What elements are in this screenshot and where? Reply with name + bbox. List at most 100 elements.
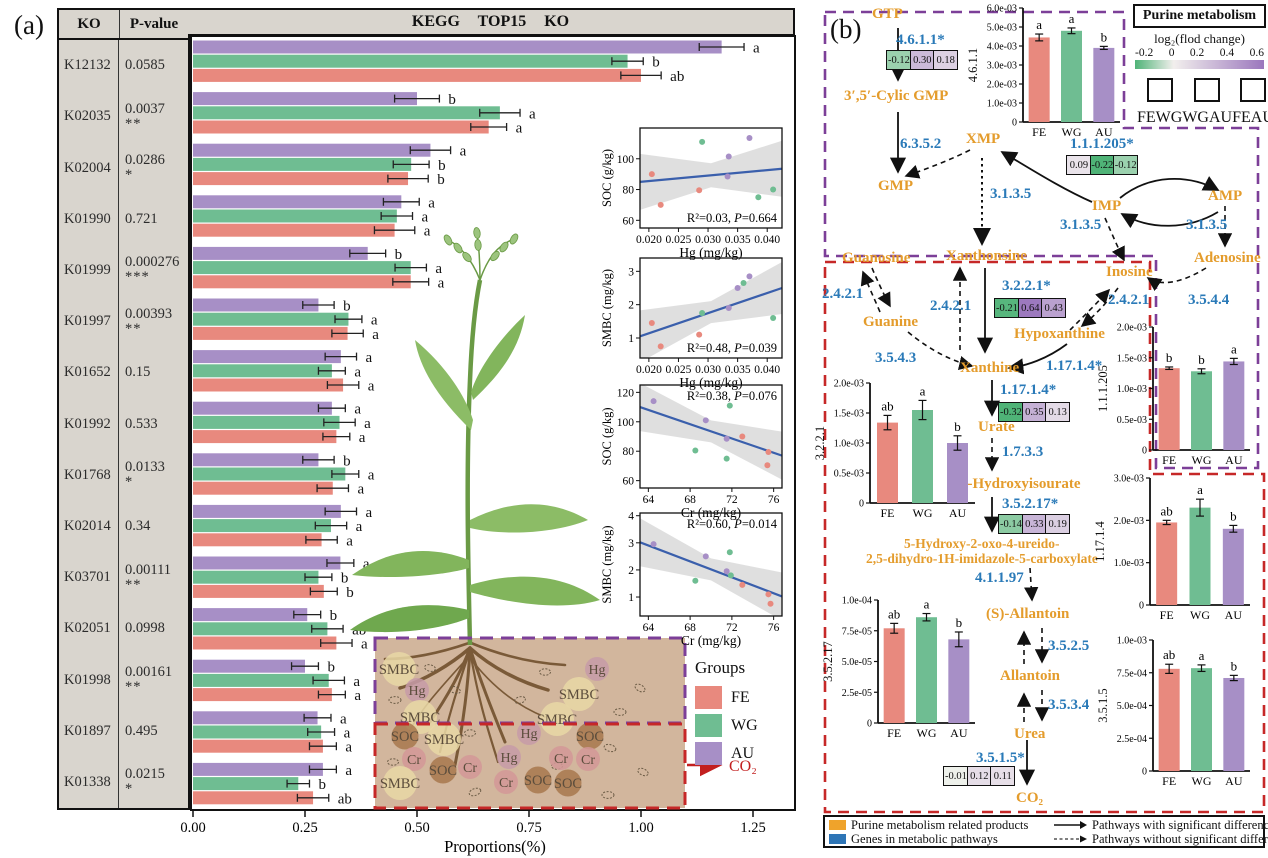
- heatmap-cell: -0.21: [994, 298, 1020, 318]
- enzyme-1.17.1.4: 1.17.1.4*: [1046, 358, 1103, 374]
- ko-cell: K02014: [59, 500, 119, 553]
- inset-x-tick: 0.040: [754, 234, 780, 246]
- soil-label: Cr: [407, 753, 421, 768]
- scatter-point-AU: [650, 398, 657, 405]
- inset-y-label: SMBC (mg/kg): [600, 269, 614, 347]
- panel-b-label: (b): [830, 14, 862, 44]
- sig-letter: a: [1231, 341, 1237, 356]
- comparison-group-label: WG: [1182, 109, 1209, 126]
- sig-letter: b: [1101, 29, 1108, 44]
- kegg-bar-K02051-WG: [193, 622, 328, 636]
- inset-x-label: Cr (mg/kg): [681, 633, 741, 648]
- table-row: K01338 0.0215 *: [59, 756, 188, 809]
- mini-x-label: AU: [1225, 774, 1243, 788]
- fold-change-heatmap: -0.12 0.30 0.18: [886, 50, 959, 70]
- column-header-pvalue: P-value: [129, 15, 179, 32]
- sig-letter: a: [345, 763, 352, 779]
- sig-letter: b: [1198, 352, 1205, 367]
- scatter-point-WG: [740, 280, 747, 286]
- pvalue-cell: 0.00393 **: [125, 305, 173, 337]
- inset-x-tick: 0.040: [754, 364, 780, 376]
- mini-y-tick: 1.0e-03: [1117, 636, 1147, 647]
- sig-letter: b: [437, 172, 445, 188]
- mini-bar-WG: [1061, 30, 1082, 122]
- scatter-point-FE: [657, 201, 664, 208]
- kegg-bar-K01768-FE: [193, 481, 333, 495]
- enzyme-bar-chart-1.1.1.205: 0 0.5e-03 1.0e-03 1.5e-03 2.0e-03 b FE b WG a AU 1.…: [1096, 323, 1250, 467]
- legend-swatch-AU: [695, 742, 722, 765]
- inset-y-tick: 3: [628, 266, 634, 278]
- ko-cell: K01338: [59, 756, 119, 809]
- pvalue-cell: 0.0215 *: [125, 766, 165, 798]
- heatmap-cell: -0.01: [943, 766, 969, 786]
- mini-y-axis-label: 3.5.1.5: [1096, 688, 1110, 722]
- kegg-bar-K12132-FE: [193, 68, 641, 82]
- enzyme-6.3.5.2: 6.3.5.2: [900, 136, 942, 152]
- mini-y-tick: 3.0e-03: [1114, 474, 1144, 485]
- metabolite-guanosine: Guanosine: [842, 250, 911, 266]
- enzyme-3.5.4.3: 3.5.4.3: [875, 350, 917, 366]
- metabolite-guanine: Guanine: [863, 314, 919, 330]
- scatter-point-FE: [765, 591, 772, 598]
- table-header-row: KO P-value: [59, 10, 188, 40]
- mini-bar-FE: [883, 628, 905, 723]
- sig-letter: b: [346, 585, 354, 601]
- table-row: K02004 0.0286 *: [59, 142, 188, 194]
- comparison-FE-AU: FEAU: [1232, 78, 1268, 127]
- heatmap-cell: 0.43: [1041, 298, 1067, 318]
- kegg-bar-K01897-AU: [193, 711, 318, 725]
- mini-x-label: AU: [1095, 125, 1113, 139]
- mini-x-label: WG: [917, 726, 937, 740]
- heatmap-cell: -0.32: [998, 402, 1024, 422]
- soil-label: SOC: [429, 763, 457, 779]
- kegg-bar-K03701-WG: [193, 570, 319, 584]
- inset-y-label: SOC (g/kg): [600, 149, 614, 207]
- kegg-bar-K02004-FE: [193, 172, 409, 186]
- regression-line: [640, 541, 782, 598]
- mini-y-tick: 0: [1012, 118, 1017, 129]
- comparison-box: [1194, 78, 1221, 102]
- inset-y-tick: 80: [623, 185, 635, 197]
- mini-bar-WG: [1191, 371, 1212, 450]
- kegg-bar-K01652-FE: [193, 378, 344, 392]
- legend-label: FE: [731, 688, 750, 706]
- mini-y-tick: 2.0e-03: [834, 379, 864, 390]
- kegg-bar-K03701-AU: [193, 556, 341, 570]
- mini-x-label: FE: [1032, 125, 1046, 139]
- sig-letter: b: [343, 299, 351, 315]
- comparison-box: [1239, 78, 1266, 102]
- sig-letter: a: [424, 224, 431, 240]
- inset-y-tick: 120: [617, 387, 635, 399]
- pvalue-cell: 0.0037 **: [125, 100, 165, 132]
- legend-label: WG: [731, 716, 758, 734]
- mini-x-label: FE: [1162, 774, 1176, 788]
- mini-x-label: AU: [949, 506, 967, 520]
- enzyme-bar-chart-3.5.1.5: 0 2.5e-04 5.0e-04 7.5e-04 1.0e-03 ab FE a WG b AU 3…: [1096, 636, 1250, 788]
- mini-y-tick: 0.5e-03: [834, 469, 864, 480]
- inset-y-tick: 2: [628, 565, 634, 577]
- sig-letter: a: [366, 350, 373, 366]
- mini-y-tick: 0: [1142, 446, 1147, 457]
- kegg-bar-K01338-WG: [193, 777, 299, 791]
- heatmap-cell: 0.35: [1021, 402, 1047, 422]
- kegg-bar-K01768-WG: [193, 467, 346, 481]
- sig-letter: a: [516, 121, 523, 137]
- scatter-point-WG: [723, 455, 730, 462]
- soil-circle-hg: [585, 657, 609, 681]
- sig-letter: b: [341, 571, 349, 587]
- table-row: K01999 0.000276 ***: [59, 244, 188, 297]
- comparison-WG-AU: WG AU: [1182, 78, 1232, 127]
- inset-y-tick: 1: [628, 333, 634, 345]
- scatter-point-FE: [648, 171, 655, 178]
- metabolite-allantoin: Allantoin: [1000, 668, 1061, 684]
- mini-y-tick: 5.0e-03: [987, 23, 1017, 34]
- fold-change-heatmap: 0.09 -0.22 -0.12: [1066, 155, 1139, 175]
- mini-x-label: FE: [1160, 608, 1174, 622]
- scatter-point-AU: [746, 273, 753, 280]
- x-tick: 0.25: [292, 820, 317, 836]
- mini-bar-AU: [1222, 528, 1244, 605]
- heatmap-cell: 0.30: [909, 50, 935, 70]
- mini-x-label: FE: [880, 506, 894, 520]
- mini-y-tick: 1.5e-03: [1117, 353, 1147, 364]
- comparison-group-label: WG: [1155, 109, 1183, 126]
